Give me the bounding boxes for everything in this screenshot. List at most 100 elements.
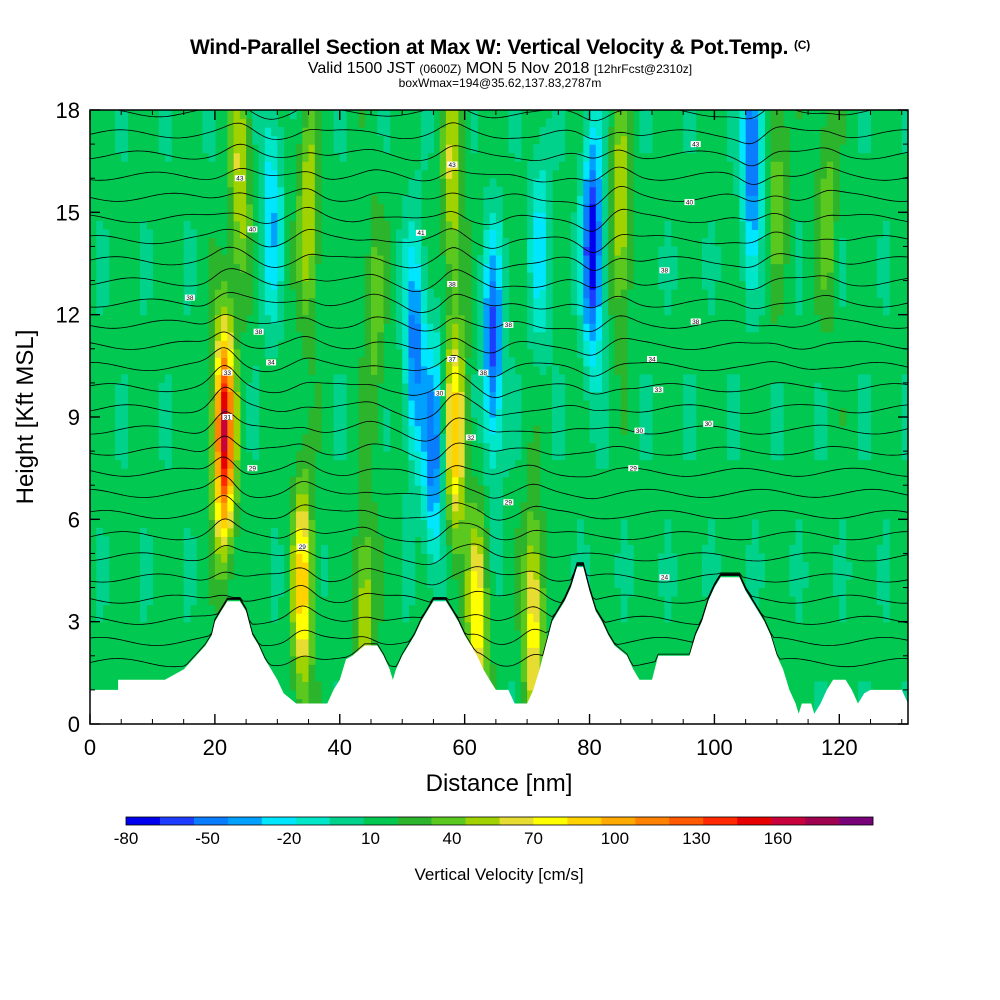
velocity-cell [452, 561, 460, 572]
velocity-cell [445, 229, 453, 239]
velocity-cell [527, 220, 534, 230]
velocity-cell [302, 323, 310, 333]
velocity-cell [302, 169, 310, 179]
velocity-cell [783, 169, 790, 179]
velocity-cell [271, 331, 278, 341]
theta-label-bg [184, 294, 195, 301]
velocity-cell [701, 237, 709, 248]
velocity-cell [445, 195, 453, 205]
velocity-cell [452, 178, 460, 188]
velocity-cell [539, 621, 547, 631]
velocity-cell [221, 579, 228, 589]
velocity-cell [901, 408, 908, 418]
velocity-cell [395, 263, 403, 273]
velocity-cell [246, 391, 253, 401]
velocity-cell [608, 144, 616, 154]
velocity-cell [358, 374, 366, 384]
velocity-cell [302, 161, 310, 171]
velocity-cell [795, 246, 803, 256]
velocity-cell [733, 127, 740, 137]
velocity-cell [264, 127, 272, 137]
velocity-cell [745, 237, 753, 248]
velocity-cell [502, 340, 509, 350]
velocity-cell [370, 382, 378, 393]
velocity-cell [858, 681, 865, 691]
velocity-cell [271, 613, 278, 623]
velocity-cell [445, 127, 453, 137]
velocity-cell [402, 365, 410, 375]
velocity-cell [121, 417, 129, 427]
velocity-cell [358, 553, 366, 563]
velocity-cell [408, 272, 416, 282]
velocity-cell [495, 587, 503, 597]
velocity-cell [302, 613, 310, 623]
velocity-cell [864, 144, 872, 154]
velocity-cell [208, 502, 216, 512]
velocity-cell [751, 195, 759, 205]
velocity-cell [221, 254, 228, 265]
velocity-cell [96, 254, 104, 265]
velocity-cell [452, 314, 460, 324]
velocity-cell [520, 536, 528, 546]
velocity-cell [258, 152, 266, 162]
velocity-cell [645, 127, 653, 137]
velocity-cell [602, 263, 609, 273]
velocity-cell [514, 110, 522, 120]
velocity-cell [614, 135, 622, 145]
velocity-cell [514, 425, 522, 435]
velocity-cell [602, 280, 609, 290]
velocity-cell [458, 195, 466, 205]
velocity-cell [470, 485, 478, 495]
velocity-cell [714, 570, 722, 580]
velocity-cell [514, 417, 522, 427]
velocity-cell [733, 169, 740, 179]
velocity-cell [183, 561, 191, 572]
velocity-cell [783, 152, 790, 162]
velocity-cell [783, 135, 790, 145]
velocity-cell [883, 297, 890, 307]
velocity-cell [620, 417, 628, 427]
velocity-cell [258, 127, 266, 137]
velocity-cell [514, 144, 522, 154]
velocity-cell [583, 254, 591, 265]
velocity-cell [514, 561, 522, 572]
velocity-cell [183, 527, 191, 537]
velocity-cell [820, 689, 828, 700]
velocity-cell [483, 280, 491, 290]
velocity-cell [776, 263, 784, 273]
velocity-cell [458, 570, 466, 580]
velocity-cell [271, 527, 278, 537]
velocity-cell [620, 169, 628, 179]
velocity-cell [164, 425, 172, 435]
velocity-cell [402, 399, 410, 410]
velocity-cell [758, 579, 765, 589]
velocity-cell [639, 110, 647, 120]
velocity-cell [96, 272, 104, 282]
velocity-cell [370, 348, 378, 358]
velocity-cell [277, 212, 285, 222]
velocity-cell [370, 604, 378, 614]
velocity-cell [620, 178, 628, 188]
velocity-cell [264, 246, 272, 256]
subtitle-valid: Valid 1500 JST [307, 60, 415, 77]
velocity-cell [233, 485, 241, 495]
velocity-cell [402, 544, 410, 555]
velocity-cell [233, 331, 241, 341]
velocity-cell [452, 485, 460, 495]
velocity-cell [795, 229, 803, 239]
velocity-cell [539, 348, 547, 358]
velocity-cell [464, 459, 472, 469]
x-tick-label: 40 [328, 735, 352, 760]
velocity-cell [233, 365, 241, 375]
velocity-cell [314, 417, 322, 427]
velocity-cell [264, 272, 272, 282]
velocity-cell [414, 203, 422, 213]
velocity-cell [508, 382, 516, 393]
velocity-cell [620, 280, 628, 290]
velocity-cell [533, 527, 541, 537]
velocity-cell [758, 127, 765, 137]
velocity-cell [370, 203, 378, 213]
velocity-cell [733, 152, 740, 162]
colorbar-swatch [126, 817, 161, 825]
velocity-cell [489, 237, 497, 248]
